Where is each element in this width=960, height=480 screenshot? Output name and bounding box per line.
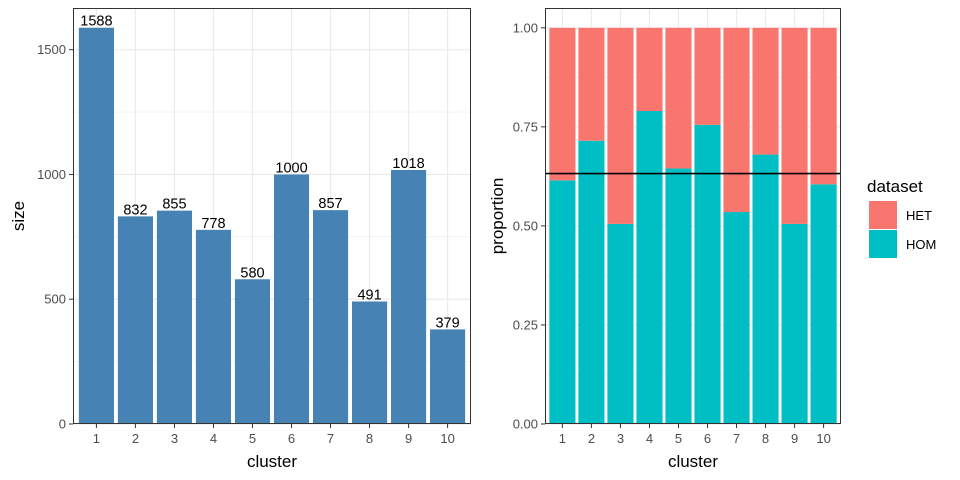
- bar-cluster-10: [430, 329, 466, 424]
- bar-hom-cluster-10: [810, 184, 837, 424]
- left-y-ticks: 0 500 1000 1500: [37, 42, 73, 432]
- bar-hom-cluster-8: [752, 154, 779, 425]
- bar-het-cluster-8: [752, 27, 779, 155]
- data-label-cluster-6: 1000: [275, 160, 307, 176]
- data-label-cluster-8: 491: [357, 287, 381, 303]
- right-x-tick-label: 6: [704, 431, 711, 446]
- bar-cluster-1: [78, 27, 114, 425]
- left-x-ticks: 1 2 3 4 5 6 7 8 9 10: [93, 424, 455, 446]
- legend-label-het: HET: [906, 208, 932, 223]
- left-bars: [78, 27, 466, 425]
- bar-het-cluster-1: [549, 27, 576, 181]
- right-y-tick-label: 1.00: [513, 20, 538, 35]
- right-x-tick-label: 9: [791, 431, 798, 446]
- left-x-tick-label: 3: [171, 431, 178, 446]
- bar-het-cluster-7: [723, 27, 750, 213]
- data-label-cluster-1: 1588: [80, 14, 112, 30]
- legend-label-hom: HOM: [906, 237, 936, 252]
- left-x-tick-label: 4: [210, 431, 217, 446]
- left-y-tick-label: 1500: [37, 42, 66, 57]
- left-x-tick-label: 10: [440, 431, 454, 446]
- right-y-ticks: 0.00 0.25 0.50 0.75 1.00: [513, 20, 545, 432]
- bar-het-cluster-5: [665, 27, 692, 169]
- bar-het-cluster-2: [578, 27, 605, 141]
- data-label-cluster-5: 580: [240, 265, 264, 281]
- bar-hom-cluster-7: [723, 212, 750, 424]
- right-x-tick-label: 2: [588, 431, 595, 446]
- bar-hom-cluster-4: [636, 111, 663, 424]
- right-x-tick-label: 5: [675, 431, 682, 446]
- bar-cluster-6: [273, 174, 310, 424]
- left-panel-border: [73, 8, 471, 424]
- right-y-tick-label: 0.50: [513, 218, 538, 233]
- bar-hom-cluster-1: [549, 180, 576, 424]
- right-x-tick-label: 7: [733, 431, 740, 446]
- right-x-ticks: 1 2 3 4 5 6 7 8 9 10: [559, 424, 831, 446]
- bar-hom-cluster-9: [781, 223, 808, 424]
- bar-het-cluster-10: [810, 27, 837, 185]
- bar-hom-cluster-6: [694, 124, 721, 424]
- bar-het-cluster-6: [694, 27, 721, 125]
- bar-cluster-7: [312, 210, 349, 424]
- data-label-cluster-3: 855: [162, 197, 186, 213]
- legend-title: dataset: [867, 177, 923, 196]
- bar-het-cluster-9: [781, 27, 808, 224]
- proportion-bar-chart: 0.00 0.25 0.50 0.75 1.00 1 2 3 4 5 6 7 8 9 10 cluster…: [488, 8, 841, 471]
- left-x-tick-label: 6: [288, 431, 295, 446]
- bar-cluster-5: [234, 279, 271, 424]
- right-x-tick-label: 10: [816, 431, 830, 446]
- left-x-tick-label: 7: [327, 431, 334, 446]
- left-y-tick-label: 0: [59, 417, 66, 432]
- bar-het-cluster-4: [636, 27, 663, 112]
- legend-items: HET HOM: [869, 201, 936, 258]
- bar-hom-cluster-5: [665, 168, 692, 424]
- bar-cluster-8: [351, 301, 388, 424]
- right-x-tick-label: 4: [646, 431, 653, 446]
- bar-cluster-4: [195, 229, 232, 424]
- data-label-cluster-10: 379: [435, 315, 459, 331]
- right-x-axis-title: cluster: [668, 452, 718, 471]
- bar-cluster-2: [117, 216, 153, 424]
- right-x-tick-label: 8: [762, 431, 769, 446]
- right-x-tick-label: 1: [559, 431, 566, 446]
- left-x-tick-label: 5: [249, 431, 256, 446]
- left-y-tick-label: 500: [44, 292, 66, 307]
- left-y-axis-title: size: [9, 201, 28, 231]
- left-x-tick-label: 8: [366, 431, 373, 446]
- left-y-tick-label: 1000: [37, 167, 66, 182]
- bar-cluster-9: [391, 169, 427, 424]
- left-x-tick-label: 1: [93, 431, 100, 446]
- data-label-cluster-2: 832: [123, 202, 147, 218]
- legend-swatch-hom: [869, 230, 897, 258]
- data-label-cluster-9: 1018: [392, 156, 424, 172]
- right-y-tick-label: 0.00: [513, 417, 538, 432]
- right-y-axis-title: proportion: [488, 178, 507, 255]
- bar-hom-cluster-3: [607, 223, 634, 424]
- bar-cluster-3: [156, 210, 193, 424]
- left-data-labels: 1588 832 855 778 580 1000 857 491 1018 379: [80, 14, 459, 332]
- right-y-tick-label: 0.25: [513, 317, 538, 332]
- data-label-cluster-7: 857: [318, 196, 342, 212]
- left-x-tick-label: 9: [405, 431, 412, 446]
- bar-het-cluster-3: [607, 27, 634, 224]
- right-panel-border: [545, 8, 841, 424]
- right-stacked-bars: [549, 27, 837, 425]
- bar-hom-cluster-2: [578, 140, 605, 424]
- right-y-tick-label: 0.75: [513, 119, 538, 134]
- legend: dataset HET HOM: [867, 177, 936, 258]
- legend-swatch-het: [869, 201, 897, 229]
- left-x-axis-title: cluster: [247, 452, 297, 471]
- data-label-cluster-4: 778: [201, 216, 225, 232]
- left-x-tick-label: 2: [132, 431, 139, 446]
- right-x-tick-label: 3: [617, 431, 624, 446]
